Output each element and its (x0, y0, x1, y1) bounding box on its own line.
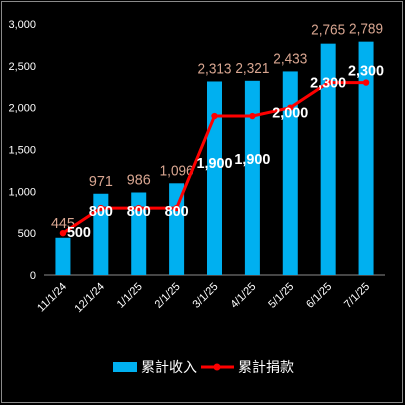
bar (282, 71, 298, 276)
bar (93, 193, 109, 275)
y-tick-label: 0 (30, 270, 36, 282)
bar (169, 183, 185, 275)
bar-data-label: 2,313 (198, 60, 232, 77)
line-point (249, 112, 256, 120)
bar-data-label: 2,433 (273, 50, 307, 67)
line-point (173, 204, 180, 212)
line-data-label: 2,300 (310, 75, 346, 92)
line-point (135, 204, 142, 212)
y-tick-label: 500 (18, 228, 36, 240)
x-tick-label: 4/1/25 (228, 281, 258, 311)
line-data-label: 800 (165, 203, 189, 220)
bar-data-label: 971 (89, 173, 113, 190)
y-tick-label: 2,000 (8, 103, 36, 115)
line-point (287, 104, 294, 111)
legend-label-line: 累計捐款 (238, 360, 294, 376)
line-data-label: 1,900 (234, 151, 270, 168)
y-tick-label: 1,500 (8, 145, 36, 157)
x-tick-label: 3/1/25 (191, 281, 221, 311)
line-data-label: 800 (89, 203, 113, 220)
x-tick-label: 12/1/24 (73, 281, 107, 315)
legend-label-bar: 累計收入 (141, 360, 197, 376)
legend-swatch-bar (113, 362, 137, 372)
legend-marker-line (213, 363, 221, 371)
line-data-label: 1,900 (197, 155, 233, 172)
x-tick-label: 5/1/25 (266, 281, 296, 311)
line-point (324, 79, 332, 86)
line-data-label: 500 (67, 224, 91, 241)
bar-data-label: 1,096 (160, 162, 194, 179)
bar-data-label: 2,321 (235, 60, 269, 77)
bar (207, 81, 222, 275)
y-tick-label: 3,000 (8, 19, 36, 31)
bar (131, 192, 147, 275)
bar (320, 43, 336, 275)
line-data-label: 2,000 (272, 105, 308, 122)
line-point (211, 112, 218, 120)
line-point (97, 204, 105, 212)
bar-data-label: 986 (127, 172, 151, 189)
line-data-label: 2,300 (348, 63, 384, 80)
bar-data-label: 2,789 (349, 21, 383, 38)
x-tick-label: 11/1/24 (35, 281, 69, 315)
bar (244, 80, 260, 276)
bar-data-label: 2,765 (311, 22, 345, 39)
x-tick-label: 2/1/25 (153, 281, 183, 311)
x-tick-label: 6/1/25 (304, 281, 334, 311)
line-point (59, 229, 67, 237)
y-tick-label: 2,500 (8, 61, 36, 73)
line-point (362, 79, 370, 86)
y-tick-label: 1,000 (8, 186, 36, 198)
bar (55, 237, 71, 275)
x-tick-label: 7/1/25 (342, 281, 372, 311)
bar (358, 41, 374, 275)
x-tick-label: 1/1/25 (115, 281, 145, 311)
line-data-label: 800 (127, 203, 151, 220)
